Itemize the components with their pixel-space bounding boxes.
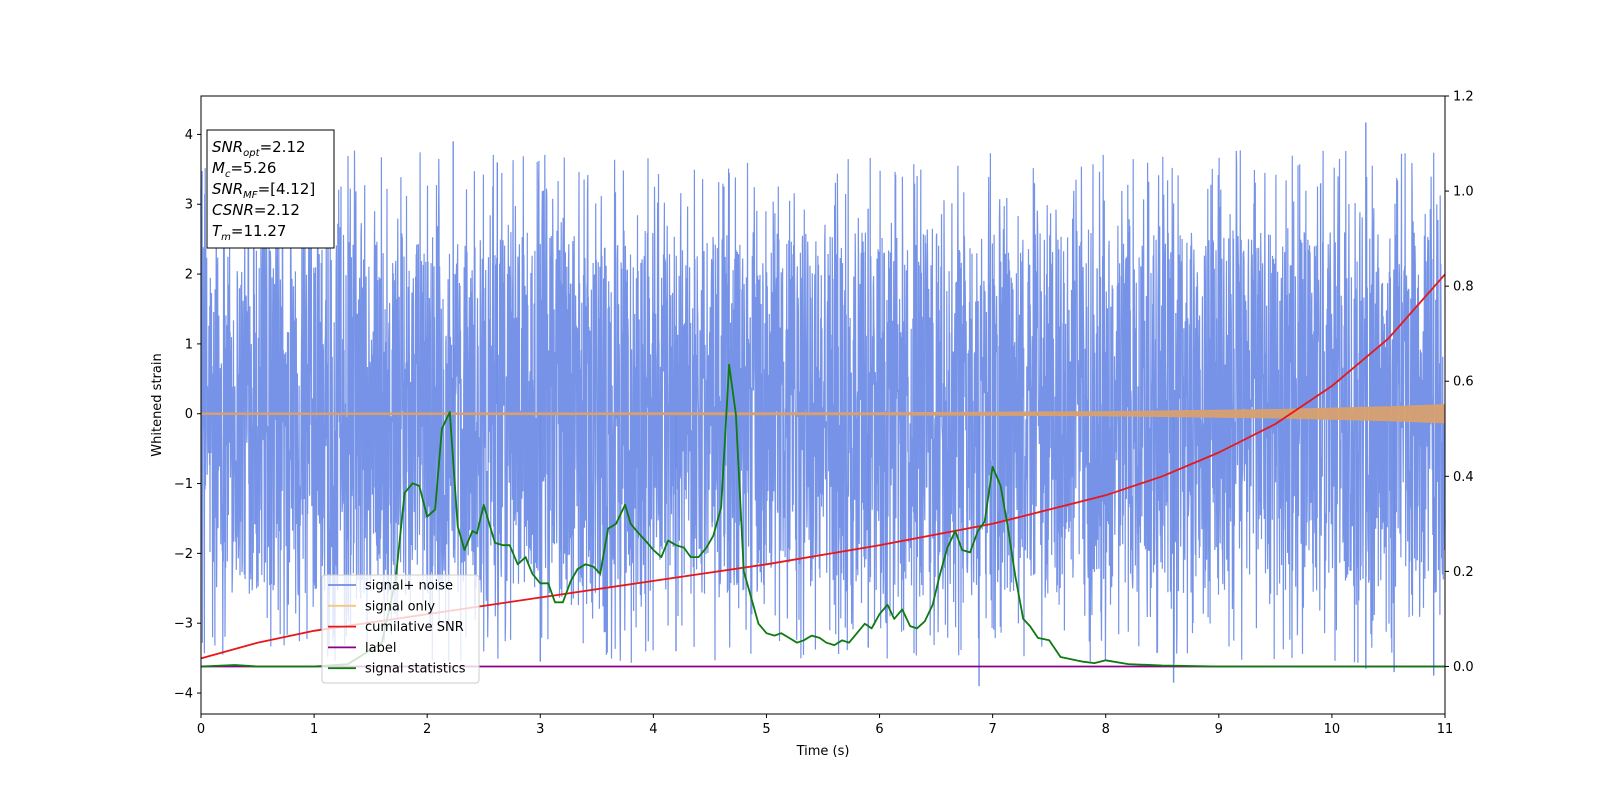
y-tick-label-left: −3 [174, 617, 193, 632]
y-axis-right: 1.2 1.0 0.8 0.6 0.4 0.2 0.0 [1445, 90, 1474, 675]
y-tick-label-left: −4 [174, 687, 193, 702]
y-tick-label-right: 0.2 [1453, 565, 1474, 580]
x-tick-label: 2 [423, 722, 431, 737]
y-axis-label: Whitened strain [150, 353, 165, 456]
plot-frame [200, 95, 1446, 715]
info-box-line: SNRMF=[4.12] [212, 180, 315, 201]
y-tick-label-right: 0.0 [1453, 660, 1474, 675]
legend-entry-label: cumilative SNR [365, 620, 464, 635]
x-axis: 0 1 2 3 4 5 6 7 8 9 10 11 [197, 714, 1453, 737]
y-tick-label-left: 4 [185, 128, 193, 143]
y-tick-label-right: 0.6 [1453, 375, 1474, 390]
x-tick-label: 4 [649, 722, 657, 737]
info-box-line: SNRopt=2.12 [212, 138, 306, 159]
x-tick-label: 7 [988, 722, 996, 737]
legend-frame [321, 574, 480, 684]
y-tick-label-right: 1.2 [1453, 90, 1474, 105]
x-tick-label: 5 [762, 722, 770, 737]
signal-statistics-line [200, 363, 1445, 668]
x-tick-label: 1 [310, 722, 318, 737]
y-tick-label-left: 0 [185, 407, 193, 422]
legend-entry-label: signal+ noise [365, 579, 453, 594]
signal-noise-line [200, 150, 1446, 664]
legend-entry-label: signal statistics [365, 662, 466, 677]
x-tick-label: 6 [875, 722, 883, 737]
y-tick-label-right: 0.8 [1453, 280, 1474, 295]
x-tick-label: 0 [197, 722, 205, 737]
x-axis-label: Time (s) [796, 744, 850, 759]
info-box-line: CSNR=2.12 [212, 201, 300, 219]
signal-noise-series [200, 122, 1446, 687]
y-tick-label-right: 1.0 [1453, 185, 1474, 200]
y-tick-label-left: 2 [185, 268, 193, 283]
x-tick-label: 9 [1215, 722, 1223, 737]
legend-entry-label: label [365, 641, 396, 656]
y-tick-label-left: 3 [185, 198, 193, 213]
info-box-line: Mc=5.26 [212, 159, 276, 180]
y-tick-label-left: −1 [174, 477, 193, 492]
y-tick-label-right: 0.4 [1453, 470, 1474, 485]
info-box-line: Tm=11.27 [212, 222, 286, 243]
x-tick-label: 3 [536, 722, 544, 737]
y-axis-left: 4 3 2 1 0 −1 −2 −3 −4 [174, 128, 201, 702]
x-tick-label: 8 [1102, 722, 1110, 737]
legend: signal+ noise signal only cumilative SNR la… [321, 574, 480, 684]
x-tick-label: 10 [1324, 722, 1341, 737]
y-tick-label-left: 1 [185, 337, 193, 352]
info-box-frame [206, 129, 335, 249]
x-tick-label: 11 [1437, 722, 1454, 737]
y-tick-label-left: −2 [174, 547, 193, 562]
legend-entry-label: signal only [365, 599, 435, 614]
